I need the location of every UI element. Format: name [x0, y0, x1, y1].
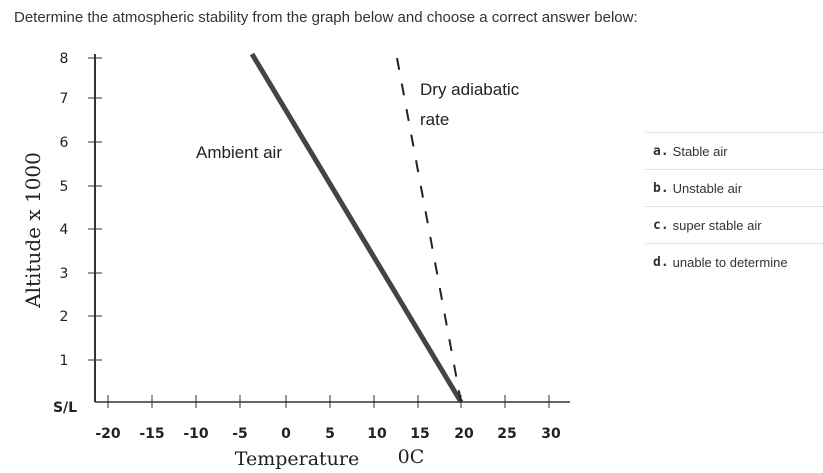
y-tick-label: 4 [60, 222, 69, 238]
option-letter: b. [653, 180, 669, 196]
y-axis-title: Altitude x 1000 [21, 152, 45, 309]
x-tick-label: 15 [410, 426, 429, 442]
ambient-air-label: Ambient air [196, 143, 282, 162]
x-tick-label: -5 [232, 426, 248, 442]
y-tick-label: 7 [60, 91, 69, 107]
x-tick-label: 25 [497, 426, 516, 442]
y-tick-label: S/L [53, 400, 77, 416]
y-ticks: 8 7 6 5 4 3 2 1 S/L [53, 51, 102, 416]
dry-adiabatic-label: Dry adiabatic [420, 80, 520, 99]
answer-options: a. Stable air b. Unstable air c. super s… [645, 132, 823, 280]
x-tick-label: -10 [183, 426, 209, 442]
y-tick-label: 1 [60, 353, 69, 369]
dry-adiabatic-label-rate: rate [420, 110, 449, 129]
option-c[interactable]: c. super stable air [645, 206, 823, 243]
option-a[interactable]: a. Stable air [645, 132, 823, 169]
x-tick-label: -15 [139, 426, 164, 442]
y-tick-label: 3 [60, 266, 69, 282]
x-axis-unit: 0C [398, 446, 425, 468]
x-tick-label: 30 [541, 426, 561, 442]
stability-graph: Altitude x 1000 8 7 6 5 4 3 2 1 S/L [21, 51, 570, 470]
x-tick-label: 10 [367, 426, 387, 442]
option-text: unable to determine [672, 254, 788, 270]
option-text: super stable air [672, 217, 762, 233]
y-tick-label: 2 [60, 309, 69, 325]
option-text: Unstable air [672, 180, 743, 196]
option-text: Stable air [672, 143, 728, 159]
option-letter: a. [653, 143, 669, 159]
x-axis-title: Temperature [235, 448, 359, 470]
x-tick-label: 5 [325, 426, 335, 442]
ambient-air-line [249, 52, 464, 404]
question-text: Determine the atmospheric stability from… [14, 9, 638, 26]
x-tick-label: -20 [95, 426, 121, 442]
dry-adiabatic-line [396, 57, 462, 403]
option-b[interactable]: b. Unstable air [645, 169, 823, 206]
option-letter: c. [653, 217, 669, 233]
option-letter: d. [653, 254, 669, 270]
y-tick-label: 5 [60, 179, 69, 195]
x-tick-label: 0 [281, 426, 291, 442]
x-tick-label: 20 [454, 426, 474, 442]
y-tick-label: 8 [60, 51, 69, 67]
y-tick-label: 6 [60, 135, 69, 151]
option-d[interactable]: d. unable to determine [645, 243, 823, 280]
